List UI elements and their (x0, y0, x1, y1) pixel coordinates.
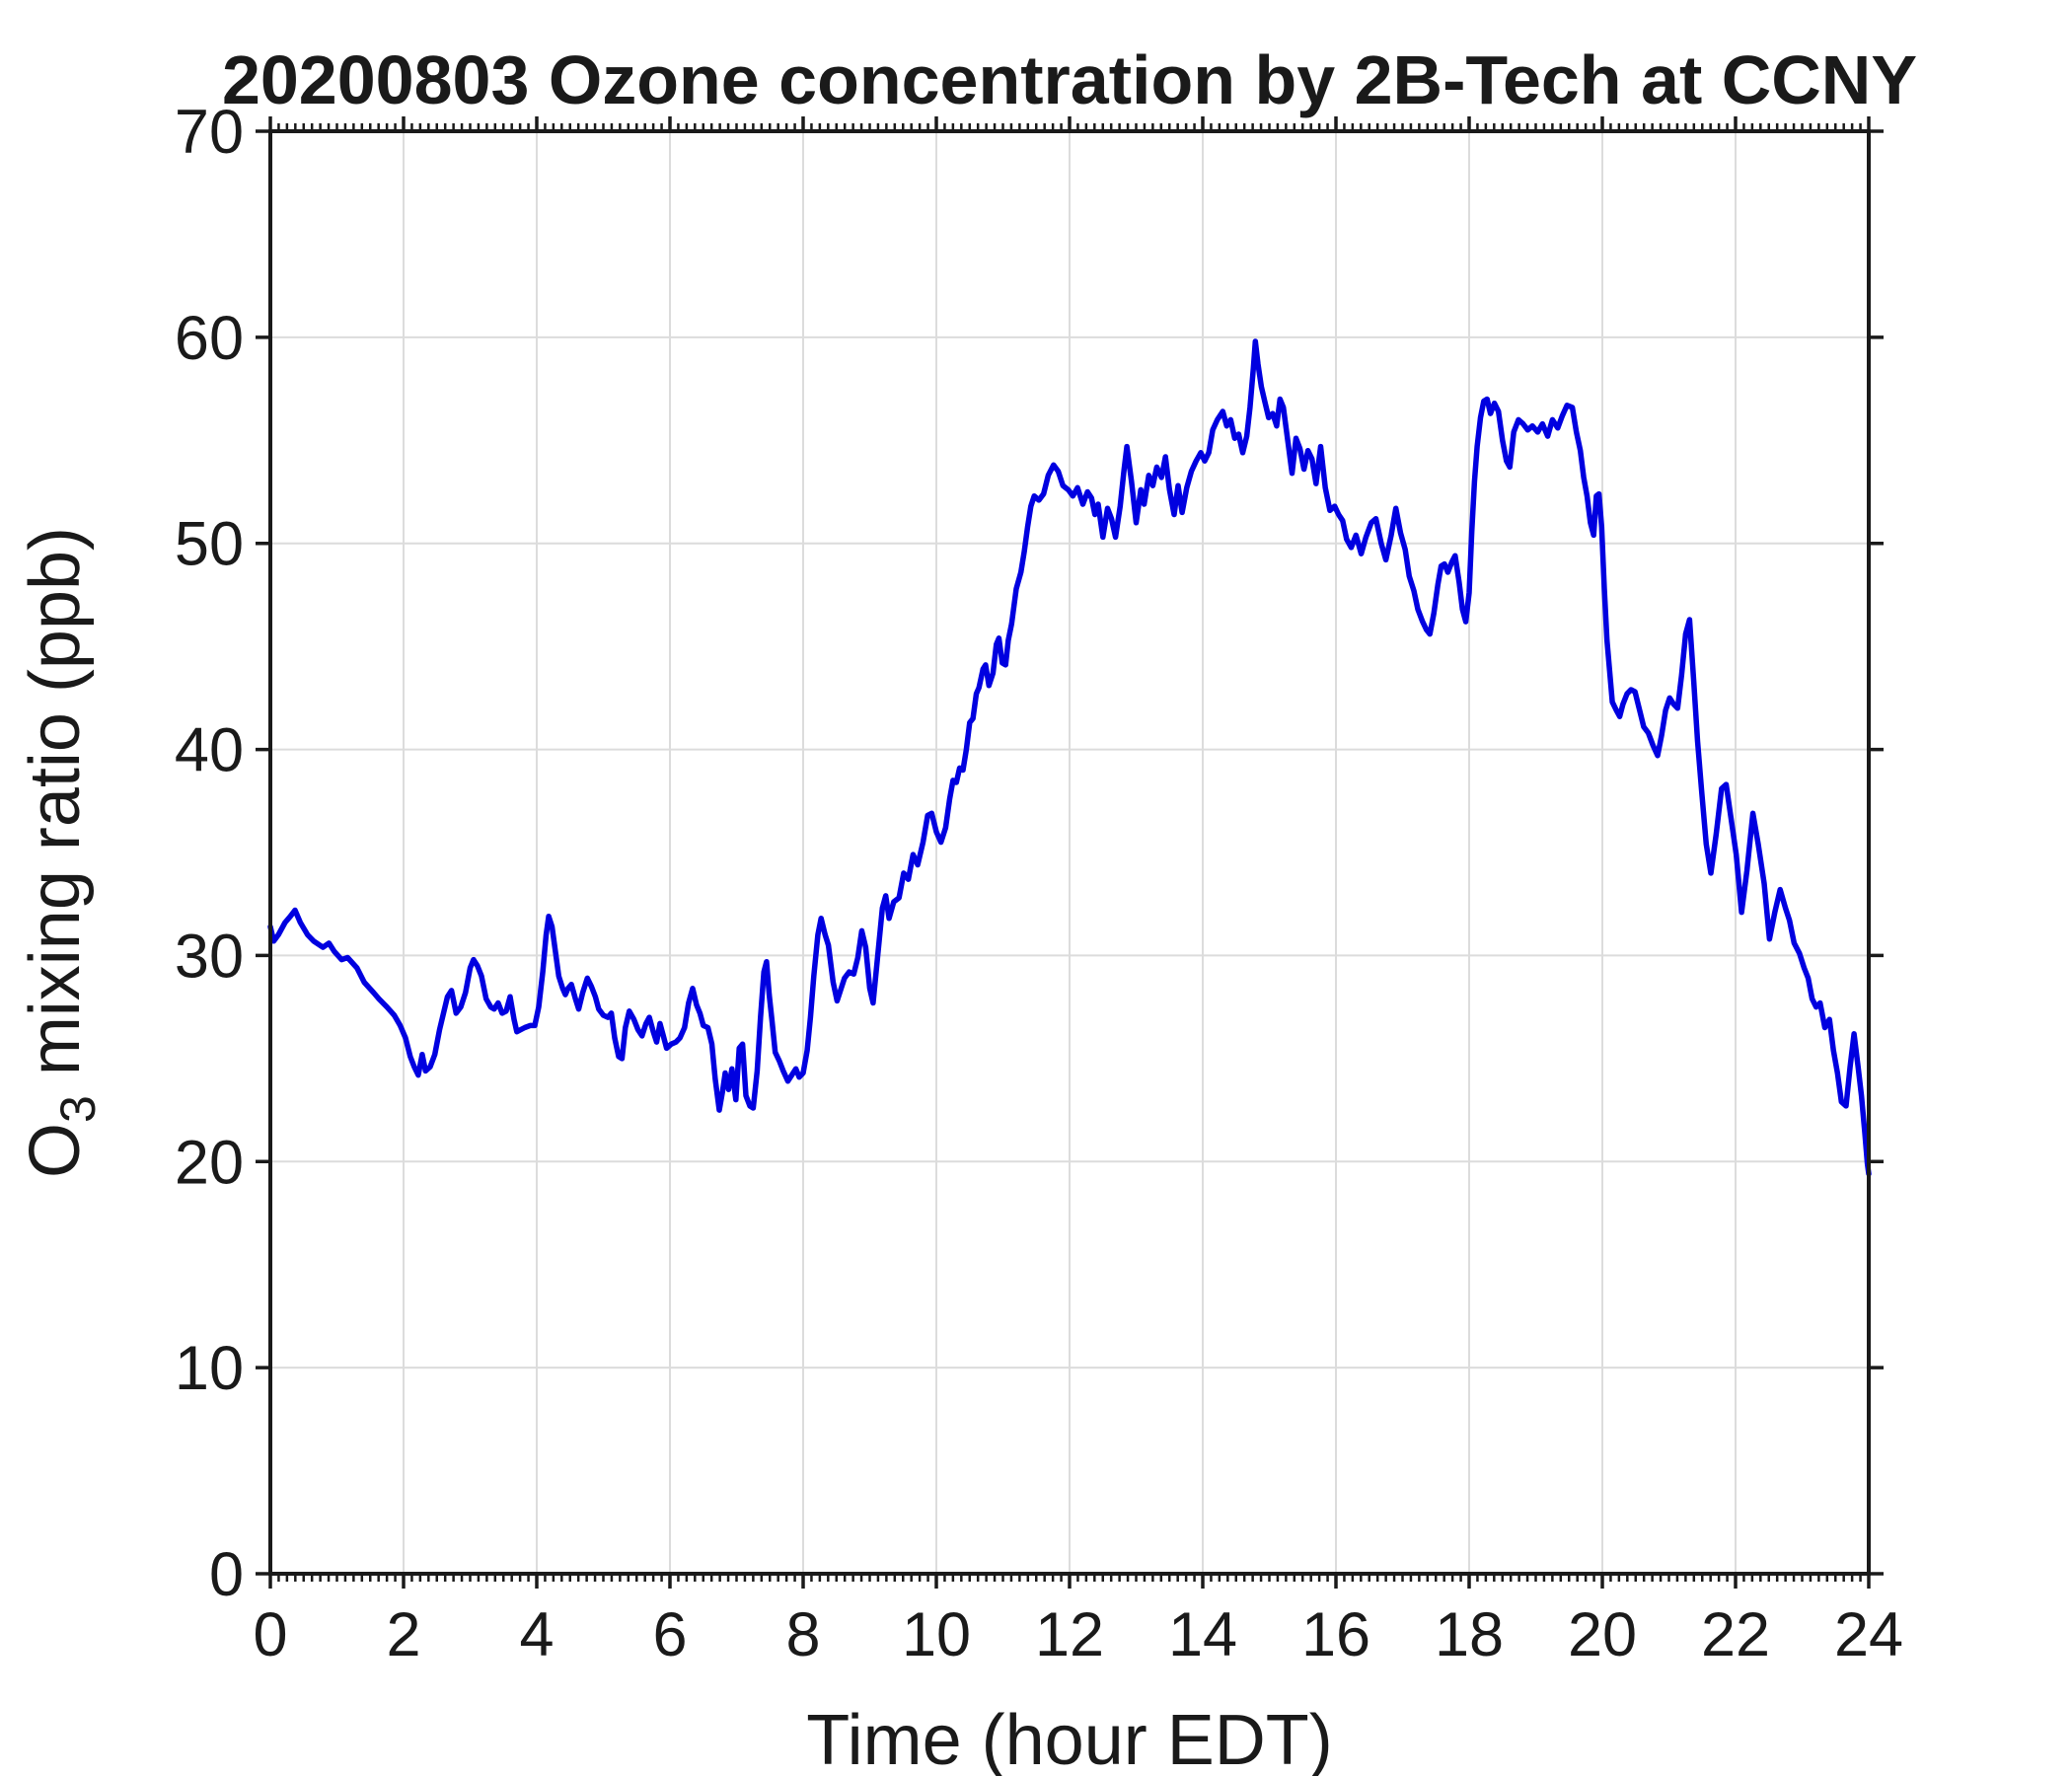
x-tick-label: 22 (1701, 1600, 1770, 1669)
axes-box (268, 129, 1871, 1576)
ozone-data-line (267, 338, 1872, 1177)
x-tick-label: 2 (386, 1600, 420, 1669)
x-axis-label: Time (hour EDT) (806, 1701, 1332, 1776)
x-tick-label: 8 (785, 1600, 820, 1669)
grid-layer (270, 131, 1869, 1574)
data-layer (267, 338, 1872, 1177)
y-tick-label: 0 (209, 1540, 244, 1609)
y-axis-label: O3 mixing ratio (ppb) (16, 527, 106, 1178)
x-tick-label: 0 (253, 1600, 287, 1669)
x-tick-label: 16 (1301, 1600, 1370, 1669)
x-tick-label: 14 (1168, 1600, 1237, 1669)
x-tick-label: 6 (652, 1600, 687, 1669)
x-minor-ticks (277, 123, 1862, 1582)
x-tick-label: 24 (1834, 1600, 1903, 1669)
y-tick-label: 10 (175, 1334, 244, 1403)
y-tick-label: 70 (175, 98, 244, 167)
major-ticks (256, 116, 1884, 1589)
x-tick-label: 20 (1568, 1600, 1637, 1669)
y-tick-label: 20 (175, 1128, 244, 1197)
x-tick-label: 18 (1435, 1600, 1504, 1669)
x-tick-label: 12 (1035, 1600, 1104, 1669)
axis-box-layer (268, 129, 1871, 1576)
chart-title: 20200803 Ozone concentration by 2B-Tech … (222, 41, 1917, 118)
y-tick-label: 30 (175, 922, 244, 991)
y-tick-label: 60 (175, 304, 244, 373)
x-tick-label: 10 (902, 1600, 971, 1669)
x-tick-label: 4 (519, 1600, 554, 1669)
gridlines (270, 131, 1869, 1574)
tick-layer (256, 116, 1884, 1589)
y-tick-label: 50 (175, 510, 244, 579)
y-tick-label: 40 (175, 716, 244, 785)
